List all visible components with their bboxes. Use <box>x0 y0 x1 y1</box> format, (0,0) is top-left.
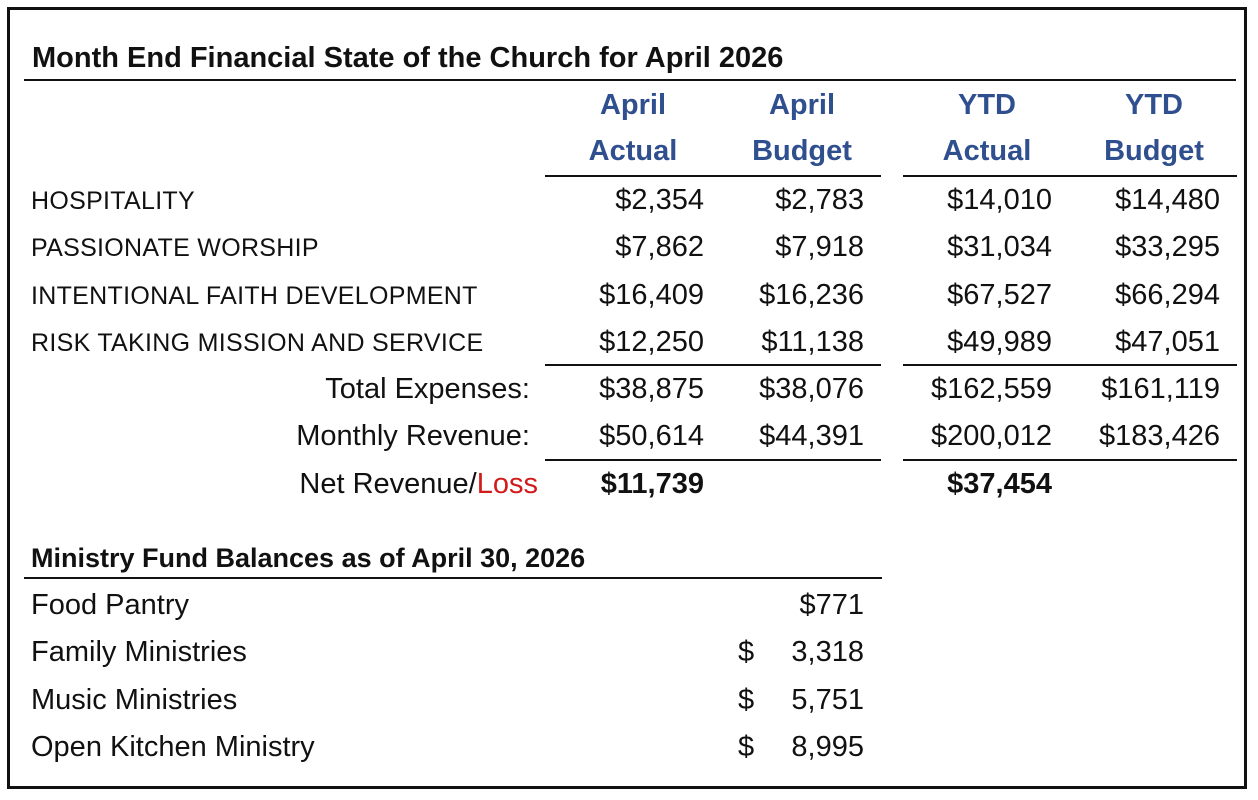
cell-value: $162,559 <box>931 373 1052 405</box>
net-ytd-actual: $37,454 <box>947 468 1052 500</box>
cell-value: $2,354 <box>615 184 704 216</box>
cell-value: $67,527 <box>947 279 1052 311</box>
april-total-line <box>545 459 881 461</box>
cell-value: $44,391 <box>759 420 864 452</box>
fund-name: Music Ministries <box>31 684 238 716</box>
cell-value: $49,989 <box>947 326 1052 358</box>
april-header-underline <box>545 175 881 177</box>
fund-amount: 5,751 <box>791 684 864 716</box>
cell-value: $38,875 <box>599 373 704 405</box>
ytd-header-underline <box>903 175 1237 177</box>
col-header-april-budget: April Budget <box>752 89 852 167</box>
cell-value: $11,138 <box>761 326 864 358</box>
row-label: RISK TAKING MISSION AND SERVICE <box>31 329 484 357</box>
fund-amount: 3,318 <box>791 636 864 668</box>
fund-name: Food Pantry <box>31 589 189 621</box>
cell-value: $33,295 <box>1115 231 1220 263</box>
col-header-ytd-actual: YTD Actual <box>942 89 1032 167</box>
cell-value: $38,076 <box>759 373 864 405</box>
cell-value: $16,409 <box>599 279 704 311</box>
title-underline <box>24 79 1236 81</box>
cell-value: $12,250 <box>599 326 704 358</box>
fund-currency: $ <box>738 731 755 763</box>
col-header-april-actual: April Actual <box>588 89 678 167</box>
cell-value: $7,918 <box>775 231 864 263</box>
cell-value: $31,034 <box>947 231 1052 263</box>
monthly-revenue-label: Monthly Revenue: <box>296 420 530 452</box>
funds-title-underline <box>24 577 882 579</box>
fund-currency: $ <box>738 636 755 668</box>
april-subtotal-line <box>545 364 881 366</box>
ytd-subtotal-line <box>903 364 1237 366</box>
cell-value: $50,614 <box>599 420 704 452</box>
funds-title: Ministry Fund Balances as of April 30, 2… <box>31 543 586 573</box>
fund-name: Family Ministries <box>31 636 247 668</box>
row-label: HOSPITALITY <box>31 187 195 215</box>
fund-name: Open Kitchen Ministry <box>31 731 315 763</box>
cell-value: $2,783 <box>775 184 864 216</box>
net-april-actual: $11,739 <box>600 468 704 500</box>
cell-value: $161,119 <box>1101 373 1220 405</box>
fund-currency: $ <box>738 684 755 716</box>
report-frame <box>7 7 1247 789</box>
row-label: PASSIONATE WORSHIP <box>31 234 319 262</box>
col-header-ytd-budget: YTD Budget <box>1104 89 1204 167</box>
cell-value: $14,010 <box>947 184 1052 216</box>
cell-value: $7,862 <box>615 231 704 263</box>
cell-value: $47,051 <box>1115 326 1220 358</box>
loss-text: Loss <box>476 468 538 500</box>
report-title: Month End Financial State of the Church … <box>32 42 784 74</box>
ytd-total-line <box>903 459 1237 461</box>
cell-value: $14,480 <box>1115 184 1220 216</box>
total-expenses-label: Total Expenses: <box>325 373 530 405</box>
net-revenue-label: Net Revenue/Loss <box>299 468 538 500</box>
fund-amount: 8,995 <box>791 731 864 763</box>
cell-value: $200,012 <box>931 420 1052 452</box>
fund-amount: $771 <box>799 589 864 621</box>
cell-value: $183,426 <box>1099 420 1220 452</box>
row-label: INTENTIONAL FAITH DEVELOPMENT <box>31 282 478 310</box>
cell-value: $16,236 <box>759 279 864 311</box>
cell-value: $66,294 <box>1115 279 1220 311</box>
